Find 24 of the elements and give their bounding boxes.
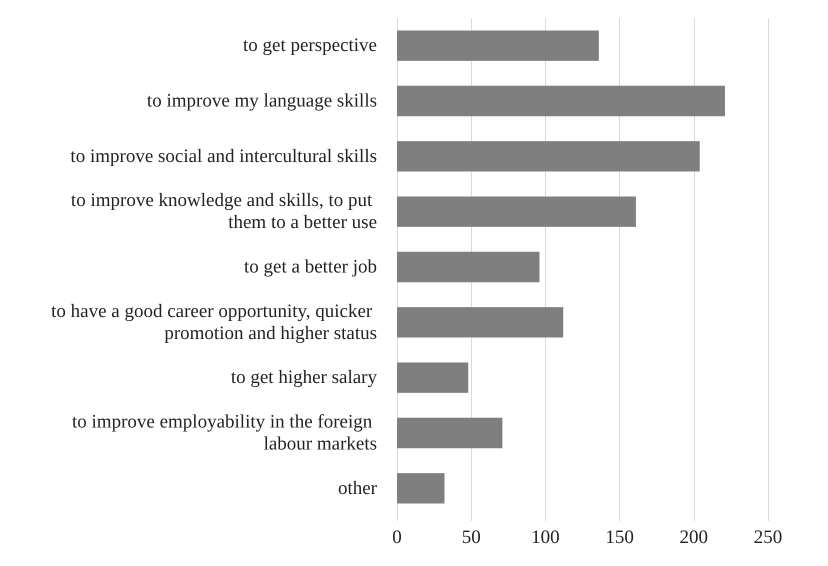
bar (397, 196, 636, 227)
x-tick-label: 250 (754, 527, 782, 548)
y-tick-label: to get a better job (244, 256, 377, 278)
x-tick-label: 50 (462, 527, 481, 548)
x-tick-label: 0 (392, 527, 402, 548)
x-tick-label: 100 (531, 527, 560, 548)
y-tick-label: to improve employability in the foreign labour markets (72, 412, 377, 454)
bar (397, 86, 725, 116)
bar (397, 307, 564, 338)
bar (397, 141, 700, 172)
bar (397, 362, 468, 393)
y-tick-label: to get perspective (242, 35, 377, 56)
x-tick-label: 150 (605, 527, 634, 548)
y-tick-label: to have a good career opportunity, quicker promotion and higher status (51, 300, 377, 344)
bar (397, 473, 444, 504)
bar (397, 30, 599, 61)
y-tick-label: to improve my language skills (146, 90, 377, 112)
y-tick-label: to improve social and intercultural skills (70, 146, 377, 167)
y-tick-label: to get higher salary (230, 367, 378, 388)
x-tick-label: 200 (680, 527, 708, 548)
bar (397, 418, 502, 448)
bar (397, 252, 540, 282)
y-tick-label: other (338, 478, 378, 499)
y-tick-label: to improve knowledge and skills, to put them to a better use (70, 190, 377, 234)
